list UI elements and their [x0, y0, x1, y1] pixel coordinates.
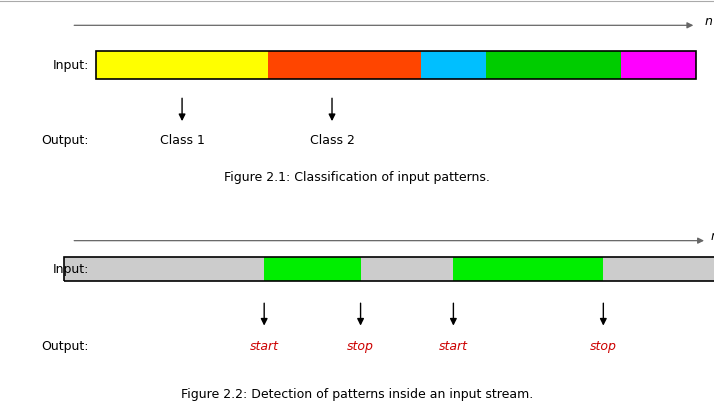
Text: stop: stop [347, 339, 374, 352]
Bar [603, 257, 714, 281]
Bar [453, 257, 603, 281]
Bar [621, 51, 696, 80]
Text: Input:: Input: [53, 262, 89, 275]
Bar [64, 257, 714, 281]
Bar [96, 51, 696, 80]
Text: n: n [710, 229, 714, 242]
Text: start: start [250, 339, 278, 352]
Text: Class 2: Class 2 [310, 134, 354, 147]
Bar [264, 257, 361, 281]
Bar [421, 51, 486, 80]
Text: Output:: Output: [41, 134, 89, 147]
Text: Input:: Input: [53, 59, 89, 72]
Text: start: start [439, 339, 468, 352]
Text: n: n [705, 15, 713, 28]
Text: Class 1: Class 1 [160, 134, 204, 147]
Bar [486, 51, 621, 80]
Text: stop: stop [590, 339, 617, 352]
Bar [361, 257, 453, 281]
Bar [64, 257, 264, 281]
Bar [96, 51, 268, 80]
Text: Figure 2.1: Classification of input patterns.: Figure 2.1: Classification of input patt… [224, 171, 490, 183]
Bar [268, 51, 421, 80]
Text: Figure 2.2: Detection of patterns inside an input stream.: Figure 2.2: Detection of patterns inside… [181, 387, 533, 400]
Text: Output:: Output: [41, 339, 89, 352]
